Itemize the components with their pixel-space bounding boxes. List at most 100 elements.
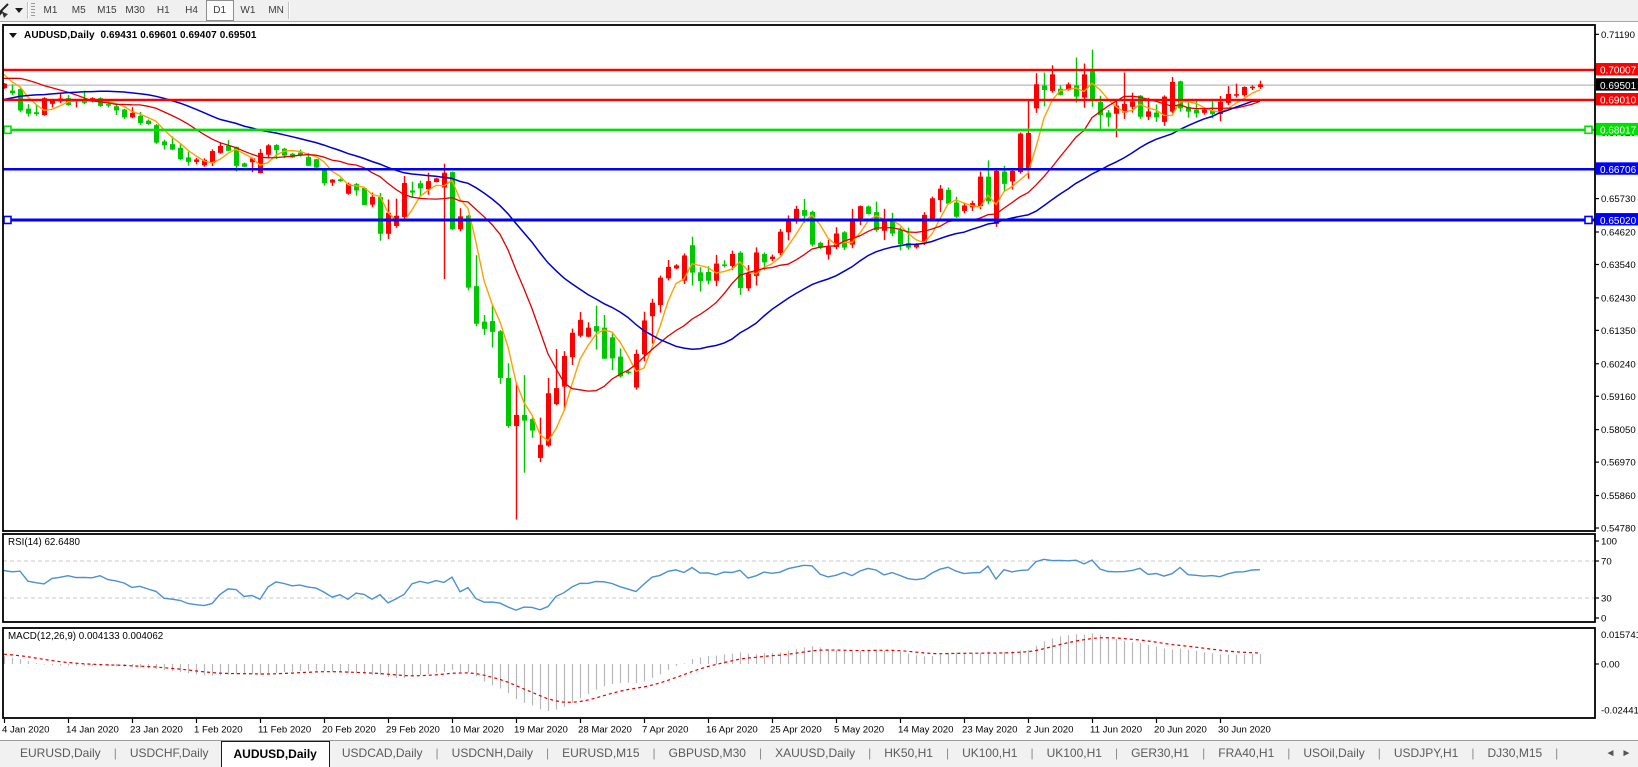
- timeframe-button-h4[interactable]: H4: [185, 5, 198, 16]
- rsi-label: RSI(14) 62.6480: [8, 537, 80, 548]
- svg-text:0.65020: 0.65020: [1600, 216, 1637, 227]
- timeframe-button-h1[interactable]: H1: [156, 5, 170, 16]
- price-tick-label: 0.60240: [1601, 359, 1636, 370]
- macd-panel-border: [2, 627, 1596, 719]
- price-tick-label: 0.59160: [1601, 392, 1636, 403]
- chart-tab-xauusd-daily[interactable]: XAUUSD,Daily: [775, 746, 856, 760]
- hline-handle-right[interactable]: [1584, 125, 1593, 135]
- main-panel-border: [2, 24, 1596, 532]
- candles-layer: [3, 49, 1263, 520]
- date-tick-label: 16 Apr 2020: [706, 725, 758, 736]
- price-axis[interactable]: 0.71190 0.65730 0.64620 0.63540 0.62430 0.613…: [1595, 30, 1638, 717]
- timeframe-button-d1[interactable]: D1: [205, 0, 234, 21]
- toolbar-drag-handle[interactable]: [31, 3, 35, 18]
- tab-separator: |: [1471, 746, 1475, 760]
- chart-tab-usdcnh-daily[interactable]: USDCNH,Daily: [451, 746, 534, 760]
- hline-handle-right[interactable]: [1584, 215, 1593, 225]
- timeframe-button-w1[interactable]: W1: [240, 5, 256, 16]
- chart-tab-uk100-h1[interactable]: UK100,H1: [1046, 746, 1102, 760]
- chart-tab-uk100-h1[interactable]: UK100,H1: [962, 746, 1018, 760]
- chart-tab-eurusd-daily[interactable]: EURUSD,Daily: [20, 746, 101, 760]
- chart-tab-fra40-h1[interactable]: FRA40,H1: [1218, 746, 1275, 760]
- rsi-tick-label: 30: [1601, 594, 1612, 605]
- hline-price-label: 0.69010: [1596, 93, 1638, 107]
- chart-tab-ger30-h1[interactable]: GER30,H1: [1131, 746, 1190, 760]
- date-tick-label: 2 Jun 2020: [1026, 725, 1073, 736]
- svg-text:0.69010: 0.69010: [1600, 96, 1637, 107]
- tab-separator: |: [1287, 746, 1291, 760]
- chart-tab-usdjpy-h1[interactable]: USDJPY,H1: [1393, 746, 1459, 760]
- price-tick-label: 0.55860: [1601, 491, 1636, 502]
- chart-tab-audusd-daily[interactable]: AUDUSD,Daily: [220, 741, 330, 767]
- tab-separator: |: [1377, 746, 1381, 760]
- macd-label: MACD(12,26,9) 0.004133 0.004062: [8, 631, 164, 642]
- tab-separator: |: [868, 746, 872, 760]
- timeframe-button-m1[interactable]: M1: [43, 5, 58, 16]
- timeframe-button-m5[interactable]: M5: [71, 5, 86, 16]
- ma-fast-line: [3, 73, 1261, 442]
- tab-scroll-left-icon[interactable]: ◄: [1605, 748, 1616, 759]
- chart-tab-hk50-h1[interactable]: HK50,H1: [884, 746, 933, 760]
- toolbar-separator: [27, 2, 29, 19]
- price-tick-label: 0.58050: [1601, 425, 1636, 436]
- tab-separator: |: [113, 746, 117, 760]
- chart-tab-usdcad-daily[interactable]: USDCAD,Daily: [341, 746, 423, 760]
- chart-tab-eurusd-m15[interactable]: EURUSD,M15: [562, 746, 640, 760]
- chart-tab-dj30-m15[interactable]: DJ30,M15: [1487, 746, 1543, 760]
- hline-handle-left[interactable]: [3, 125, 12, 135]
- tab-separator: |: [1555, 746, 1559, 760]
- price-tick-label: 0.63540: [1601, 260, 1636, 271]
- chart-tabs: EURUSD,Daily | USDCHF,Daily AUDUSD,Daily USD…: [18, 741, 1569, 767]
- rsi-tick-label: 0: [1601, 614, 1606, 625]
- chart-line-tool-icon[interactable]: [0, 2, 16, 19]
- timeframes-toolbar: M1 M5 M15 M30 H1 H4 D1 W1 MN: [0, 0, 1638, 22]
- price-tick-label: 0.56970: [1601, 458, 1636, 469]
- date-tick-label: 19 Mar 2020: [514, 725, 568, 736]
- hline-price-label: 0.66706: [1596, 162, 1638, 176]
- date-tick-label: 11 Jun 2020: [1090, 725, 1142, 736]
- price-tick-label: 0.61350: [1601, 326, 1636, 337]
- dropdown-arrow-icon[interactable]: [15, 8, 23, 13]
- tab-separator: |: [945, 746, 950, 760]
- hline-handle-left[interactable]: [3, 215, 12, 225]
- timeframe-button-m15[interactable]: M15: [97, 5, 117, 16]
- hline-price-label: 0.68017: [1596, 122, 1638, 137]
- price-tick-label: 0.64620: [1601, 227, 1636, 238]
- toolbar-separator-2: [288, 2, 290, 19]
- date-axis[interactable]: 4 Jan 2020 14 Jan 2020 23 Jan 2020 1 Feb 20…: [2, 719, 1271, 736]
- date-tick-label: 29 Feb 2020: [386, 725, 440, 736]
- macd-histogram: [3, 633, 1262, 711]
- date-tick-label: 11 Feb 2020: [258, 725, 311, 736]
- date-tick-label: 14 May 2020: [898, 725, 953, 736]
- price-tick-label: 0.71190: [1601, 30, 1635, 41]
- date-tick-label: 23 May 2020: [962, 725, 1017, 736]
- chart-tab-usdchf-daily[interactable]: USDCHF,Daily: [129, 746, 209, 760]
- tab-separator: |: [758, 746, 763, 760]
- price-tick-label: 0.65730: [1601, 194, 1636, 205]
- date-tick-label: 25 Apr 2020: [770, 725, 822, 736]
- svg-text:0.68017: 0.68017: [1600, 126, 1637, 137]
- date-tick-label: 1 Feb 2020: [194, 725, 243, 736]
- timeframe-button-m30[interactable]: M30: [125, 5, 145, 16]
- price-tick-label: 0.54780: [1601, 524, 1636, 535]
- tab-scroll-right-icon[interactable]: ►: [1621, 748, 1632, 759]
- tab-separator: |: [1030, 746, 1034, 760]
- chart-tab-gbpusd-m30[interactable]: GBPUSD,M30: [668, 746, 746, 760]
- tab-separator: |: [652, 746, 656, 760]
- date-tick-label: 20 Jun 2020: [1154, 725, 1207, 736]
- date-tick-label: 14 Jan 2020: [66, 725, 119, 736]
- window-background-strip: [0, 22, 1638, 25]
- date-tick-label: 10 Mar 2020: [450, 725, 504, 736]
- rsi-tick-label: 100: [1601, 537, 1617, 548]
- tab-separator: |: [1114, 746, 1119, 760]
- date-tick-label: 7 Apr 2020: [642, 725, 688, 736]
- svg-text:0.70007: 0.70007: [1600, 66, 1637, 77]
- collapse-triangle-icon[interactable]: [9, 33, 17, 38]
- chart-tab-usoil-daily[interactable]: USOil,Daily: [1303, 746, 1365, 760]
- tab-separator: |: [546, 746, 550, 760]
- rsi-line: [3, 558, 1261, 611]
- timeframe-button-mn[interactable]: MN: [268, 5, 284, 16]
- macd-tick-label: -0.024412: [1601, 706, 1638, 717]
